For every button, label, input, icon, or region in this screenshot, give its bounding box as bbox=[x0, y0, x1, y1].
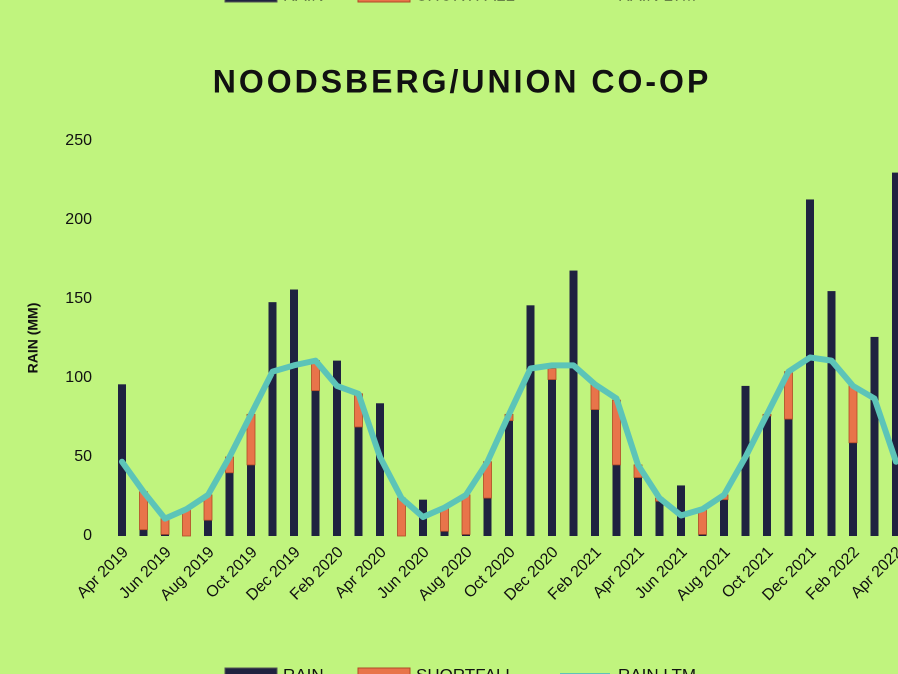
bar-segment bbox=[354, 426, 363, 536]
bar-segment bbox=[290, 289, 298, 536]
bar-segment bbox=[139, 529, 148, 536]
bar-segment bbox=[806, 199, 814, 536]
bar-segment bbox=[870, 336, 879, 536]
bar-segment bbox=[333, 360, 341, 536]
bar-segment bbox=[892, 172, 898, 536]
bar-segment bbox=[849, 442, 857, 536]
legend-swatch bbox=[224, 667, 278, 674]
bar-segment bbox=[268, 302, 277, 536]
bar-segment bbox=[204, 520, 212, 536]
bar-segment bbox=[462, 534, 470, 536]
y-tick-label: 100 bbox=[65, 369, 92, 386]
bar-segment bbox=[247, 464, 255, 536]
legend-label: RAIN LTM bbox=[618, 0, 696, 4]
bar-segment bbox=[655, 501, 664, 536]
bar-segment bbox=[634, 477, 642, 536]
bar-segment bbox=[483, 498, 492, 536]
y-tick-label: 50 bbox=[74, 448, 92, 465]
y-tick-label: 0 bbox=[83, 527, 92, 544]
bar-segment bbox=[569, 270, 578, 536]
ltm-line bbox=[119, 354, 898, 522]
y-tick-label: 150 bbox=[65, 290, 92, 307]
bar-segment bbox=[548, 379, 556, 536]
bar-segment bbox=[612, 464, 621, 536]
legend-label: SHORTFALL bbox=[416, 665, 515, 674]
legend-label: RAIN LTM bbox=[618, 665, 696, 674]
bar-segment bbox=[161, 534, 169, 536]
bar-segment bbox=[526, 305, 535, 536]
legend-label: SHORTFALL bbox=[416, 0, 515, 4]
bar-segment bbox=[547, 368, 557, 380]
bar-segment bbox=[677, 485, 685, 536]
bar-segment bbox=[311, 390, 320, 536]
bar-segment bbox=[720, 499, 728, 536]
legend-swatch bbox=[224, 0, 278, 3]
legend-label: RAIN bbox=[283, 665, 324, 674]
chart-title: NOODSBERG/UNION CO-OP bbox=[213, 63, 712, 99]
bar-segment bbox=[827, 291, 836, 536]
bar-segment bbox=[591, 409, 599, 536]
bar-segment bbox=[505, 420, 513, 536]
bar-segment bbox=[784, 419, 793, 536]
bar-segment bbox=[440, 531, 449, 536]
legend-swatch bbox=[357, 0, 411, 3]
bar-segment bbox=[698, 534, 707, 536]
bar-segment bbox=[461, 494, 471, 535]
y-axis-label: RAIN (MM) bbox=[25, 303, 41, 374]
bar-segment bbox=[225, 472, 234, 536]
bar-segment bbox=[848, 385, 858, 444]
y-tick-label: 200 bbox=[65, 211, 92, 228]
bar-segment bbox=[376, 403, 384, 536]
legend-swatch bbox=[357, 667, 411, 674]
y-tick-label: 250 bbox=[65, 132, 92, 149]
legend-label: RAIN bbox=[283, 0, 324, 4]
bar-segment bbox=[763, 415, 771, 536]
